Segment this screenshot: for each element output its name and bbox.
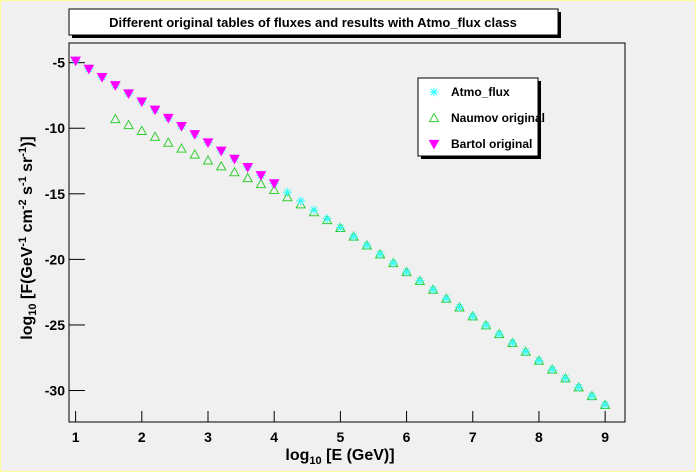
- data-point: [268, 179, 280, 189]
- chart-title: Different original tables of fluxes and …: [109, 15, 517, 30]
- y-tick-label: -20: [45, 251, 65, 267]
- data-point: [109, 81, 121, 91]
- data-point: [600, 400, 610, 410]
- data-point: [468, 311, 478, 321]
- data-point: [415, 276, 425, 286]
- data-point: [70, 56, 81, 67]
- data-point: [123, 119, 134, 130]
- data-point: [388, 258, 398, 268]
- data-point: [255, 171, 267, 181]
- x-tick-label: 4: [270, 429, 278, 445]
- y-tick-label: -25: [45, 317, 65, 333]
- legend-label: Naumov original: [451, 111, 545, 125]
- x-tick-label: 7: [469, 429, 477, 445]
- data-point: [149, 131, 161, 141]
- data-point: [176, 122, 187, 132]
- data-point: [229, 154, 240, 165]
- y-tick-label: -10: [45, 120, 65, 136]
- data-point: [215, 160, 227, 171]
- y-tick-label: -5: [53, 55, 66, 71]
- legend-marker: [428, 139, 440, 150]
- x-axis-label: log10 [E (GeV)]: [285, 447, 394, 467]
- data-point: [202, 154, 214, 165]
- data-point: [455, 302, 465, 312]
- x-tick-label: 6: [403, 429, 411, 445]
- data-point: [189, 148, 201, 159]
- legend-label: Bartol original: [451, 137, 532, 151]
- data-point: [282, 187, 292, 197]
- legend-marker: [428, 112, 440, 123]
- y-axis-label: log10 [F(GeV-1 cm-2 s-1 sr-1)]: [17, 136, 39, 339]
- data-point: [574, 382, 584, 392]
- data-point: [189, 130, 201, 140]
- data-point: [494, 329, 504, 339]
- data-point: [242, 162, 254, 173]
- data-point: [481, 320, 491, 330]
- data-point: [534, 356, 544, 366]
- data-point: [560, 373, 570, 383]
- data-point: [202, 138, 214, 149]
- data-point: [322, 214, 332, 224]
- data-point: [268, 184, 280, 194]
- data-point: [149, 105, 161, 116]
- data-point: [587, 391, 597, 401]
- x-tick-label: 3: [204, 429, 212, 445]
- data-point: [335, 223, 345, 233]
- data-point: [83, 64, 95, 75]
- legend-box: [417, 77, 539, 157]
- data-point: [255, 178, 267, 189]
- data-point: [162, 137, 174, 147]
- data-point: [428, 285, 438, 295]
- data-point: [136, 125, 148, 135]
- title-box: [68, 8, 559, 36]
- data-point: [162, 113, 174, 124]
- data-point: [375, 249, 385, 259]
- x-tick-label: 5: [336, 429, 344, 445]
- data-point: [96, 72, 108, 83]
- data-point: [296, 196, 306, 206]
- data-point: [309, 205, 319, 215]
- y-tick-label: -30: [45, 383, 65, 399]
- x-tick-label: 2: [138, 429, 146, 445]
- data-point: [109, 113, 121, 124]
- y-tick-label: -15: [45, 186, 65, 202]
- x-tick-label: 9: [601, 429, 609, 445]
- data-point: [321, 214, 333, 225]
- data-point: [123, 89, 134, 100]
- data-point: [521, 347, 531, 357]
- data-point: [242, 172, 254, 183]
- legend-marker: [429, 87, 439, 97]
- x-tick-label: 8: [535, 429, 543, 445]
- data-point: [547, 365, 557, 375]
- x-tick-label: 1: [72, 429, 80, 445]
- data-point: [229, 166, 240, 177]
- data-point: [136, 97, 148, 108]
- data-point: [176, 143, 187, 153]
- data-point: [349, 232, 359, 242]
- frame: [68, 42, 626, 423]
- data-point: [507, 338, 517, 348]
- data-point: [215, 146, 227, 157]
- data-point: [282, 191, 293, 202]
- data-point: [362, 240, 372, 250]
- data-point: [441, 294, 451, 304]
- legend-label: Atmo_flux: [451, 85, 510, 99]
- data-point: [402, 267, 412, 277]
